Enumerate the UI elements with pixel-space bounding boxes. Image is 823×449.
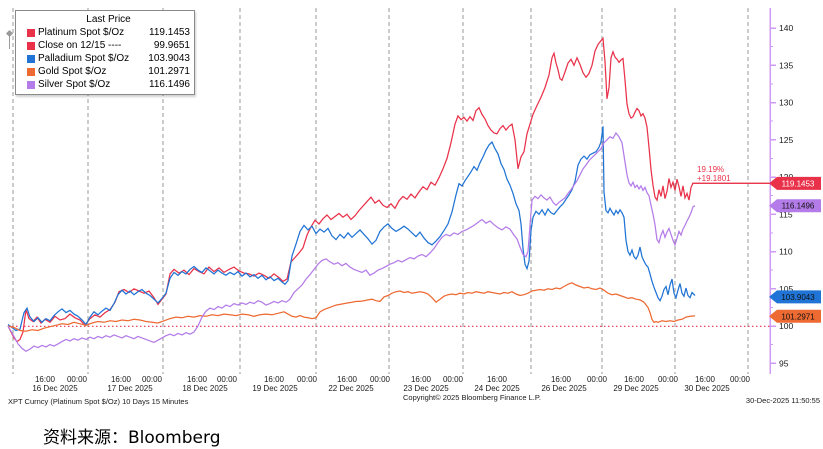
source-caption: 资料来源：Bloomberg [43,428,221,448]
legend-swatch-icon [27,67,35,76]
legend-value: 119.1453 [149,27,190,38]
x-axis-time-label: 00:00 [217,375,238,384]
legend-rows: Platinum Spot $/Oz 119.1453 Close on 12/15… [27,26,190,91]
x-axis-time-label: 00:00 [370,375,391,384]
x-axis-time-label: 00:00 [142,375,163,384]
x-axis-date-label: 24 Dec 2025 [474,384,520,393]
legend-row: Close on 12/15 ---- 99.9651 [27,39,190,52]
y-axis-tick-label: 135 [779,60,793,70]
x-axis-date-label: 19 Dec 2025 [252,384,298,393]
legend-title: Last Price [86,14,131,25]
legend: Last Price Platinum Spot $/Oz 119.1453 Clo… [15,10,195,95]
change-percent-label: 19.19% [697,165,724,174]
legend-swatch-icon [27,41,35,50]
legend-value: 103.9043 [148,53,190,64]
x-axis-date-label: 23 Dec 2025 [403,384,449,393]
x-axis-date-label: 18 Dec 2025 [182,384,228,393]
y-axis-tick-label: 100 [779,321,793,331]
legend-tracker-line [9,36,10,49]
x-axis-time-label: 16:00 [337,375,358,384]
chart-descriptor: XPT Curncy (Platinum Spot $/Oz) 10 Days … [8,397,189,406]
x-axis-time-label: 16:00 [695,375,716,384]
x-axis-time-label: 16:00 [551,375,572,384]
x-axis-time-label: 16:00 [35,375,56,384]
legend-label: Close on 12/15 ---- [38,40,122,51]
axis-price-badge-label: 116.1496 [782,202,815,211]
y-axis-tick-label: 130 [779,98,793,108]
copyright-text: Copyright© 2025 Bloomberg Finance L.P. [403,393,541,402]
legend-label: Palladium Spot $/Oz [38,53,130,64]
legend-row: Gold Spot $/Oz 101.2971 [27,65,190,78]
x-axis-date-label: 17 Dec 2025 [107,384,153,393]
x-axis-time-label: 00:00 [297,375,318,384]
legend-value: 101.2971 [148,66,190,77]
axis-price-badge-label: 103.9043 [781,293,815,302]
legend-label: Gold Spot $/Oz [38,66,107,77]
x-axis-date-label: 22 Dec 2025 [328,384,374,393]
axis-price-badge [769,199,821,213]
y-axis-tick-label: 95 [779,358,789,368]
axis-price-badge-label: 101.2971 [781,312,815,321]
y-axis-tick-label: 115 [779,209,793,219]
y-axis-tick-label: 140 [779,23,793,33]
x-axis-time-label: 16:00 [264,375,285,384]
x-axis-time-label: 00:00 [658,375,679,384]
x-axis-date-label: 30 Dec 2025 [684,384,730,393]
series-line-gold [7,282,696,332]
legend-row: Platinum Spot $/Oz 119.1453 [27,26,190,39]
y-axis-tick-label: 125 [779,135,793,145]
y-axis-tick-label: 105 [779,284,793,294]
legend-value: 116.1496 [149,79,190,90]
legend-label: Platinum Spot $/Oz [38,27,125,38]
series-line-palladium [7,126,696,332]
x-axis-time-label: 00:00 [587,375,608,384]
axis-price-badge [769,290,821,304]
x-axis-date-label: 16 Dec 2025 [32,384,78,393]
legend-row: Silver Spot $/Oz 116.1496 [27,78,190,91]
axis-price-badge-label: 119.1453 [782,179,815,188]
x-axis-time-label: 16:00 [187,375,208,384]
axis-price-badge [769,309,821,323]
x-axis-time-label: 00:00 [730,375,751,384]
legend-value: 99.9651 [153,40,190,51]
x-axis-time-label: 16:00 [111,375,132,384]
series-line-silver [7,131,696,353]
legend-label: Silver Spot $/Oz [38,79,111,90]
legend-row: Palladium Spot $/Oz 103.9043 [27,52,190,65]
y-axis-tick-label: 110 [779,247,793,257]
x-axis-time-label: 00:00 [67,375,88,384]
timestamp-text: 30-Dec-2025 11:50:55 [745,396,820,405]
x-axis-time-label: 16:00 [487,375,508,384]
x-axis-date-label: 26 Dec 2025 [541,384,587,393]
legend-swatch-icon [27,54,35,63]
x-axis-time-label: 16:00 [624,375,645,384]
legend-swatch-icon [27,80,35,89]
axis-price-badge [769,176,821,190]
series-line-platinum [7,36,770,343]
x-axis-date-label: 29 Dec 2025 [613,384,659,393]
chart-canvas: 9510010511011512012513013514019.19%+19.1… [7,8,821,393]
legend-swatch-icon [27,28,35,37]
x-axis-time-label: 16:00 [411,375,432,384]
x-axis-time-label: 00:00 [443,375,464,384]
change-amount-label: +19.1801 [697,174,731,183]
